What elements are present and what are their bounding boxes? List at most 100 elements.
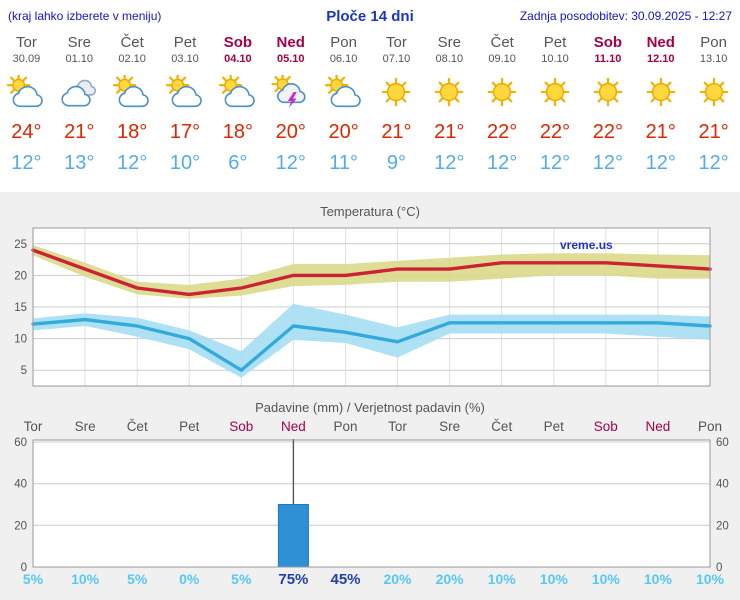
temp-ytick-label: 20	[14, 270, 27, 282]
sun-ray	[386, 81, 391, 86]
high-temp: 21°	[64, 121, 95, 143]
low-temp: 12°	[117, 152, 148, 174]
low-temp: 10°	[169, 152, 201, 174]
forecast-day-column: Sob 11.10 22° 12°	[581, 33, 634, 178]
sun-ray	[285, 75, 291, 81]
day-name: Pon	[700, 34, 727, 51]
temperature-chart-title: Temperatura (°C)	[320, 204, 420, 219]
high-temp: 20°	[328, 121, 359, 143]
weather-icon-svg	[7, 74, 44, 107]
forecast-day-column: Pet 10.10 22° 12°	[529, 33, 582, 178]
sun-ray	[402, 81, 407, 86]
temp-ytick-label: 15	[14, 302, 27, 314]
temp-plot-border	[32, 227, 711, 387]
precip-probability-label: 10%	[71, 571, 100, 587]
sun-ray	[719, 81, 725, 86]
precip-day-label: Sre	[439, 419, 460, 434]
low-temp: 9°	[386, 152, 406, 174]
day-name: Sob	[593, 34, 623, 51]
precip-day-label: Pet	[544, 419, 565, 434]
sun-ray	[560, 97, 566, 102]
day-date: 09.10	[488, 53, 516, 65]
day-date: 02.10	[118, 53, 146, 65]
cloud-shape	[276, 82, 306, 103]
day-name: Sob	[223, 34, 253, 51]
sun-ray	[597, 81, 603, 86]
weather-icon-sunny	[581, 66, 634, 116]
low-temp: 12°	[645, 152, 676, 174]
day-name: Tor	[386, 34, 407, 51]
precip-probability-label: 5%	[127, 571, 148, 587]
sun-ray	[544, 81, 550, 86]
forecast-strip: Tor 30.09 24° 12° Sre 01.10 21° 13° Čet …	[0, 27, 740, 178]
sun-ray	[491, 97, 497, 102]
low-temp: 12°	[539, 152, 571, 174]
sun-disc	[651, 82, 670, 101]
precip-day-label: Tor	[388, 419, 407, 434]
cloud-shape	[171, 85, 202, 107]
page-header: (kraj lahko izberete v meniju) Ploče 14 …	[0, 0, 740, 27]
sun-ray	[650, 97, 656, 102]
weather-icon-svg	[165, 74, 202, 107]
location-menu-hint: (kraj lahko izberete v meniju)	[8, 9, 162, 23]
sun-ray	[274, 75, 279, 81]
temperature-chart: 5 10 15 20 25 vreme.us	[14, 227, 712, 387]
sun-ray	[274, 87, 279, 92]
high-temp: 17°	[169, 121, 201, 143]
day-date: 01.10	[65, 53, 94, 65]
watermark: vreme.us	[560, 238, 613, 252]
lightning-bolt	[287, 91, 297, 108]
day-date: 06.10	[329, 53, 358, 65]
forecast-day-column: Sre 01.10 21° 13°	[53, 33, 106, 178]
sun-disc	[545, 82, 565, 101]
precip-day-label: Čet	[491, 419, 512, 434]
day-date: 10.10	[541, 53, 569, 65]
sun-ray	[597, 97, 603, 102]
sun-ray	[438, 97, 444, 102]
weather-icon-sunny	[634, 66, 687, 116]
day-date: 13.10	[699, 53, 728, 65]
low-temp: 6°	[228, 152, 248, 174]
precip-probability-label: 5%	[231, 571, 252, 587]
precip-probability-label: 10%	[540, 571, 569, 587]
forecast-day-column: Čet 02.10 18° 12°	[106, 33, 159, 178]
forecast-day-column: Čet 09.10 22° 12°	[476, 33, 529, 178]
cloud-shape	[13, 85, 44, 107]
sun-disc	[440, 82, 459, 101]
precip-day-label: Ned	[646, 419, 671, 434]
sun-disc	[704, 82, 723, 101]
precip-day-label: Pon	[698, 419, 722, 434]
weather-icon-svg	[218, 74, 255, 107]
precip-plot-bg	[33, 440, 710, 567]
sun-disc	[492, 82, 512, 101]
forecast-day-column: Sob 04.10 18° 6°	[211, 33, 264, 178]
precipitation-chart: Tor Sre Čet Pet Sob Ned Pon Tor Sre Čet Pet Sob Ned P…	[14, 419, 729, 588]
precip-probability-label: 20%	[383, 571, 412, 587]
sun-ray	[181, 76, 187, 81]
day-date: 05.10	[276, 53, 305, 65]
precip-day-label: Tor	[24, 419, 43, 434]
precip-ytick-left: 40	[14, 479, 27, 491]
day-name: Pet	[173, 34, 197, 51]
temp-ytick-label: 25	[14, 239, 27, 251]
cloud-shape	[330, 85, 361, 107]
sun-ray	[116, 76, 121, 81]
day-date: 08.10	[435, 53, 464, 65]
high-temp: 21°	[645, 121, 676, 143]
charts-panel: Temperatura (°C) 5 10 15 20 25 vreme.us Padav…	[0, 192, 740, 600]
sun-ray	[221, 88, 227, 94]
forecast-day-column: Ned 12.10 21° 12°	[634, 33, 687, 178]
high-temp: 22°	[487, 121, 518, 143]
day-date: 30.09	[12, 53, 41, 65]
weather-icon-svg	[324, 74, 361, 107]
high-temp: 22°	[592, 121, 623, 143]
sun-ray	[221, 76, 227, 81]
precip-ytick-left: 20	[14, 520, 27, 532]
day-name: Čet	[490, 34, 514, 51]
sun-disc	[387, 82, 406, 101]
sun-ray	[22, 76, 28, 81]
day-name: Pet	[543, 34, 567, 51]
forecast-day-column: Tor 07.10 21° 9°	[370, 33, 423, 178]
sun-ray	[507, 81, 513, 86]
precip-probability-label: 45%	[330, 571, 360, 588]
